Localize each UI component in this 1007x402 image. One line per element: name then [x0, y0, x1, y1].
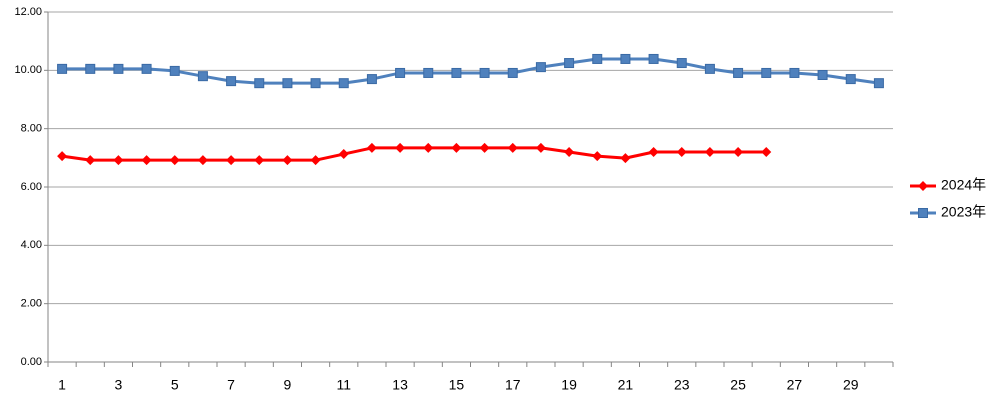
legend-marker — [918, 208, 928, 218]
x-tick-label: 23 — [674, 377, 690, 393]
data-point — [169, 155, 180, 166]
legend-label: 2023年 — [941, 204, 986, 220]
y-tick-label: 8.00 — [21, 123, 42, 135]
data-point — [395, 67, 406, 78]
data-point — [113, 155, 124, 166]
data-point — [85, 155, 96, 166]
legend-label: 2024年 — [941, 177, 986, 193]
series-line — [62, 57, 880, 85]
data-point — [113, 63, 124, 74]
data-point — [197, 71, 208, 82]
x-tick-label: 5 — [171, 377, 179, 393]
data-point — [282, 78, 293, 89]
data-point — [676, 58, 687, 69]
data-point — [845, 74, 856, 85]
y-tick-label: 6.00 — [21, 181, 42, 193]
x-tick-label: 25 — [730, 377, 746, 393]
x-tick-label: 9 — [284, 377, 292, 393]
data-point — [564, 147, 575, 157]
data-point — [254, 155, 265, 166]
data-point — [761, 67, 772, 78]
data-point — [226, 76, 237, 87]
data-point — [282, 155, 293, 166]
data-point — [479, 67, 490, 78]
data-point — [395, 142, 406, 153]
series-line — [61, 146, 767, 162]
data-point — [226, 155, 237, 166]
data-point — [85, 63, 96, 74]
data-point — [423, 67, 434, 78]
y-tick-label: 0.00 — [21, 356, 42, 368]
x-tick-label: 1 — [58, 377, 66, 393]
data-point — [507, 142, 518, 153]
data-point — [564, 58, 575, 69]
data-point — [57, 151, 68, 162]
data-point — [366, 142, 377, 153]
x-tick-label: 27 — [787, 377, 803, 393]
data-point — [507, 67, 518, 78]
x-tick-label: 3 — [115, 377, 123, 393]
legend-marker — [918, 181, 928, 191]
data-point — [366, 74, 377, 85]
data-point — [620, 53, 631, 64]
x-tick-label: 29 — [843, 377, 859, 393]
data-point — [592, 151, 603, 162]
data-point — [535, 62, 546, 73]
data-point — [338, 149, 349, 160]
data-point — [197, 155, 208, 166]
data-point — [535, 142, 546, 153]
y-tick-label: 12.00 — [14, 6, 42, 18]
y-tick-label: 2.00 — [21, 298, 42, 310]
data-point — [451, 142, 462, 153]
data-point — [676, 147, 687, 157]
x-tick-label: 21 — [618, 377, 634, 393]
data-point — [451, 67, 462, 78]
data-point — [310, 155, 321, 166]
data-point — [423, 142, 434, 153]
data-point — [310, 78, 321, 89]
data-point — [479, 142, 490, 153]
data-point — [648, 53, 659, 64]
data-point — [57, 63, 68, 74]
data-point — [592, 53, 603, 64]
data-point — [789, 67, 800, 78]
data-point — [733, 67, 744, 78]
x-tick-label: 7 — [227, 377, 235, 393]
data-point — [817, 70, 828, 80]
data-point — [254, 78, 265, 89]
x-tick-label: 17 — [505, 377, 521, 393]
data-point — [704, 147, 715, 157]
data-point — [704, 63, 715, 74]
data-point — [141, 155, 152, 166]
data-point — [169, 65, 180, 76]
data-point — [648, 147, 659, 157]
data-point — [338, 78, 349, 89]
x-tick-label: 15 — [449, 377, 465, 393]
data-point — [141, 63, 152, 74]
data-point — [733, 147, 744, 157]
y-tick-label: 4.00 — [21, 239, 42, 251]
x-tick-label: 11 — [336, 377, 351, 393]
x-tick-label: 19 — [561, 377, 577, 393]
data-point — [620, 153, 631, 164]
x-tick-label: 13 — [392, 377, 408, 393]
y-tick-label: 10.00 — [14, 64, 42, 76]
data-point — [873, 78, 884, 89]
data-point — [761, 147, 772, 157]
